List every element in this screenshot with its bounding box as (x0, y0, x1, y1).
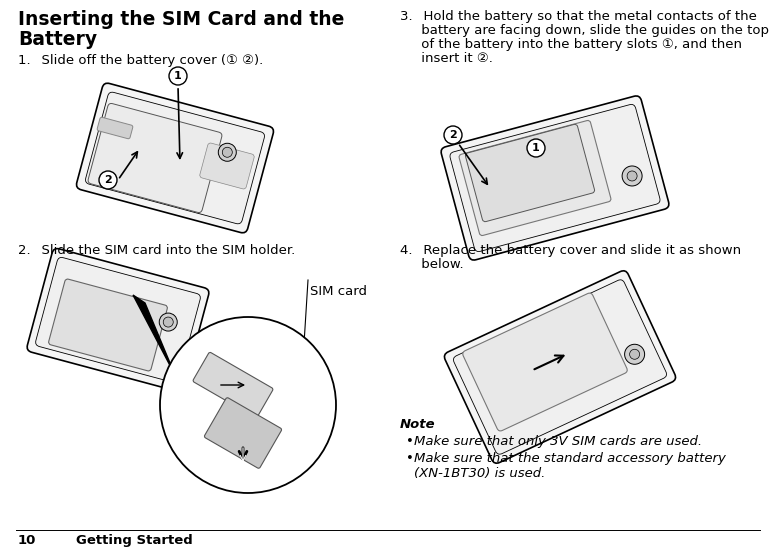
Text: •: • (405, 435, 413, 448)
Text: 3.  Hold the battery so that the metal contacts of the: 3. Hold the battery so that the metal co… (400, 10, 757, 23)
Text: battery are facing down, slide the guides on the top: battery are facing down, slide the guide… (400, 24, 769, 37)
Text: 2.  Slide the SIM card into the SIM holder.: 2. Slide the SIM card into the SIM holde… (18, 244, 295, 257)
Text: 4.  Replace the battery cover and slide it as shown: 4. Replace the battery cover and slide i… (400, 244, 741, 257)
Text: (XN-1BT30) is used.: (XN-1BT30) is used. (414, 467, 546, 480)
Polygon shape (133, 295, 175, 375)
Text: SIM card: SIM card (310, 285, 367, 298)
Text: 1: 1 (174, 71, 182, 81)
Text: 2: 2 (104, 175, 112, 185)
Text: 1: 1 (532, 143, 540, 153)
Circle shape (99, 171, 117, 189)
Circle shape (159, 313, 177, 331)
FancyBboxPatch shape (27, 248, 209, 391)
Text: Make sure that only 3V SIM cards are used.: Make sure that only 3V SIM cards are use… (414, 435, 702, 448)
Text: Battery: Battery (18, 30, 97, 49)
Circle shape (160, 317, 336, 493)
Circle shape (444, 126, 462, 144)
Circle shape (222, 147, 232, 157)
FancyBboxPatch shape (462, 293, 627, 431)
FancyBboxPatch shape (49, 279, 168, 371)
FancyBboxPatch shape (88, 103, 222, 213)
Text: 2: 2 (449, 130, 457, 140)
Circle shape (622, 166, 642, 186)
Circle shape (627, 171, 637, 181)
Text: 10: 10 (18, 534, 36, 547)
Circle shape (163, 317, 173, 327)
FancyBboxPatch shape (204, 397, 282, 468)
Circle shape (527, 139, 545, 157)
Text: •: • (405, 452, 413, 465)
FancyBboxPatch shape (77, 83, 273, 233)
FancyBboxPatch shape (450, 104, 660, 252)
Text: 1.  Slide off the battery cover (① ②).: 1. Slide off the battery cover (① ②). (18, 54, 263, 67)
FancyBboxPatch shape (459, 120, 611, 236)
FancyBboxPatch shape (193, 352, 273, 418)
Circle shape (629, 349, 639, 359)
Text: Note: Note (400, 418, 435, 431)
Circle shape (169, 67, 187, 85)
FancyBboxPatch shape (97, 117, 133, 139)
Text: of the battery into the battery slots ①, and then: of the battery into the battery slots ①,… (400, 38, 742, 51)
FancyBboxPatch shape (199, 143, 255, 189)
FancyBboxPatch shape (441, 96, 669, 260)
FancyBboxPatch shape (36, 257, 200, 383)
FancyBboxPatch shape (445, 271, 676, 463)
Text: insert it ②.: insert it ②. (400, 52, 493, 65)
FancyBboxPatch shape (466, 124, 594, 222)
Text: Getting Started: Getting Started (76, 534, 192, 547)
Circle shape (218, 144, 237, 161)
FancyBboxPatch shape (85, 92, 265, 224)
Text: below.: below. (400, 258, 463, 271)
FancyBboxPatch shape (453, 280, 667, 454)
Circle shape (625, 344, 645, 364)
Text: Inserting the SIM Card and the: Inserting the SIM Card and the (18, 10, 345, 29)
Text: Make sure that the standard accessory battery: Make sure that the standard accessory ba… (414, 452, 726, 465)
